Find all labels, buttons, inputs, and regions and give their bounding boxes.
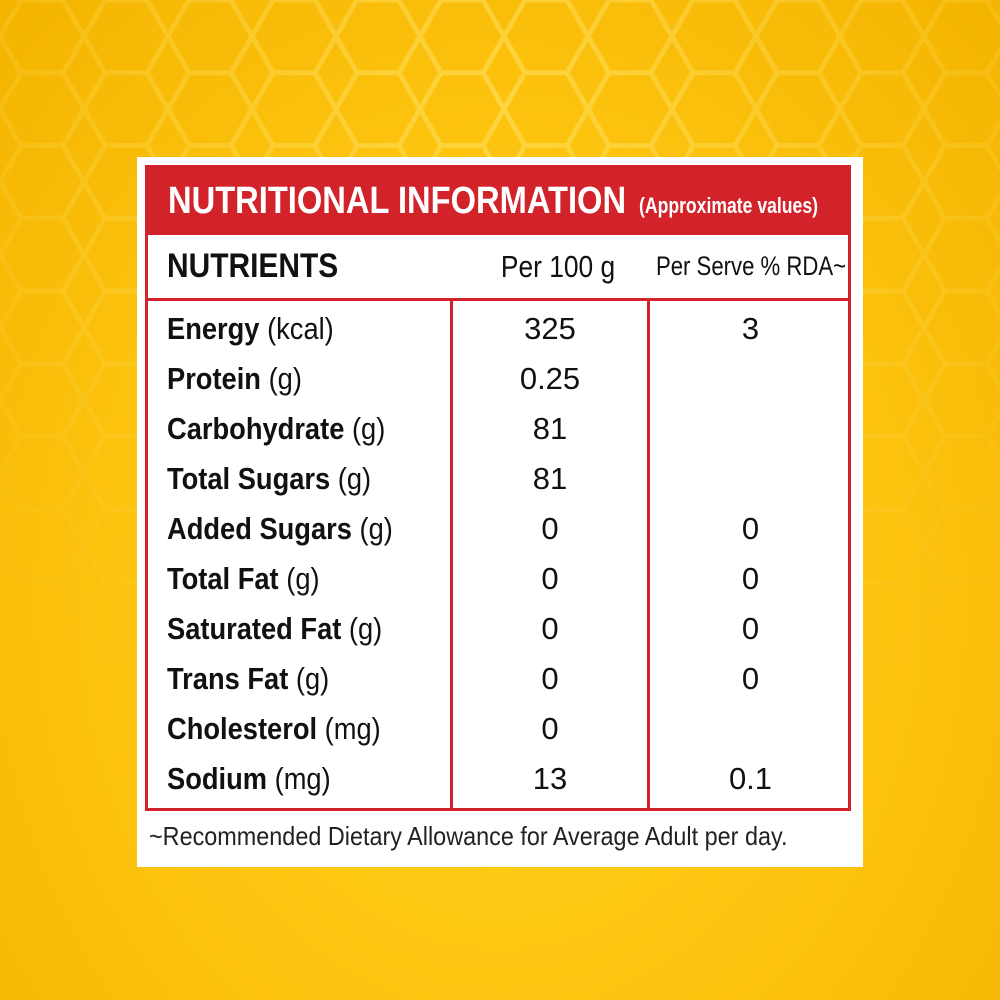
nutrient-unit: (g) (359, 511, 393, 546)
table-title: NUTRITIONAL INFORMATION (168, 180, 627, 222)
rda-value: 3 (741, 311, 760, 346)
per-100g-value: 0 (541, 511, 559, 546)
nutrient-name: Energy (167, 311, 260, 346)
rda-value: 0.1 (728, 761, 773, 796)
nutrient-name: Sodium (167, 761, 268, 796)
table-row: Trans Fat (g) 0 0 (148, 654, 848, 704)
table-row: Energy (kcal) 325 3 (148, 304, 848, 354)
table-row: Saturated Fat (g) 0 0 (148, 604, 848, 654)
nutrient-unit: (mg) (324, 711, 381, 746)
table-header-row: NUTRIENTS Per 100 g Per Serve % RDA~ (148, 235, 848, 301)
per-100g-value: 13 (532, 761, 568, 796)
nutrient-unit: (g) (348, 611, 383, 646)
nutrition-panel: NUTRITIONAL INFORMATION (Approximate val… (137, 157, 863, 867)
per-100g-value: 0.25 (519, 361, 581, 396)
nutrient-unit: (mg) (274, 761, 331, 796)
nutrient-name: Cholesterol (167, 711, 318, 746)
nutrient-name: Total Fat (167, 561, 279, 596)
nutrient-label: Trans Fat (g) (167, 654, 329, 704)
table-row: Total Sugars (g) 81 (148, 454, 848, 504)
nutrient-name: Added Sugars (167, 511, 352, 546)
nutrient-label: Sodium (mg) (167, 754, 331, 804)
table-row: Protein (g) 0.25 (148, 354, 848, 404)
nutrition-table: NUTRITIONAL INFORMATION (Approximate val… (145, 165, 851, 811)
nutrient-label: Energy (kcal) (167, 304, 334, 354)
table-body: Energy (kcal) 325 3 Protein (g) 0.25 Car… (148, 304, 848, 804)
rda-value: 0 (741, 511, 760, 546)
rda-value (650, 354, 851, 404)
table-row: Carbohydrate (g) 81 (148, 404, 848, 454)
nutrient-label: Saturated Fat (g) (167, 604, 382, 654)
table-row: Total Fat (g) 0 0 (148, 554, 848, 604)
nutrient-unit: (g) (295, 661, 330, 696)
nutrient-label: Total Sugars (g) (167, 454, 371, 504)
nutrient-unit: (g) (351, 411, 386, 446)
nutrient-label: Added Sugars (g) (167, 504, 393, 554)
nutrient-name: Total Sugars (167, 461, 331, 496)
table-title-bar: NUTRITIONAL INFORMATION (Approximate val… (148, 168, 848, 235)
rda-value (650, 404, 851, 454)
header-nutrients: NUTRIENTS (167, 247, 339, 285)
rda-value (650, 704, 851, 754)
nutrient-label: Protein (g) (167, 354, 302, 404)
nutrient-name: Protein (167, 361, 261, 396)
per-100g-value: 81 (532, 411, 568, 446)
rda-value (650, 454, 851, 504)
nutrient-label: Cholesterol (mg) (167, 704, 381, 754)
nutrient-unit: (kcal) (267, 311, 334, 346)
column-divider (647, 298, 650, 811)
per-100g-value: 0 (541, 711, 559, 746)
per-100g-value: 0 (541, 661, 559, 696)
header-per-100g: Per 100 g (500, 248, 616, 284)
nutrient-label: Total Fat (g) (167, 554, 320, 604)
header-per-serve-rda: Per Serve % RDA~ (655, 251, 847, 281)
table-row: Sodium (mg) 13 0.1 (148, 754, 848, 804)
rda-value: 0 (741, 661, 760, 696)
nutrient-name: Carbohydrate (167, 411, 345, 446)
table-subtitle: (Approximate values) (638, 192, 818, 218)
per-100g-value: 81 (532, 461, 568, 496)
per-100g-value: 0 (541, 611, 559, 646)
nutrient-label: Carbohydrate (g) (167, 404, 385, 454)
table-row: Cholesterol (mg) 0 (148, 704, 848, 754)
rda-value: 0 (741, 611, 760, 646)
nutrient-unit: (g) (286, 561, 320, 596)
per-100g-value: 0 (541, 561, 559, 596)
rda-footnote: ~Recommended Dietary Allowance for Avera… (149, 821, 788, 851)
nutrient-name: Trans Fat (167, 661, 289, 696)
table-row: Added Sugars (g) 0 0 (148, 504, 848, 554)
nutrient-name: Saturated Fat (167, 611, 342, 646)
rda-value: 0 (741, 561, 760, 596)
nutrient-unit: (g) (268, 361, 302, 396)
nutrient-unit: (g) (337, 461, 372, 496)
column-divider (450, 298, 453, 811)
per-100g-value: 325 (524, 311, 576, 346)
